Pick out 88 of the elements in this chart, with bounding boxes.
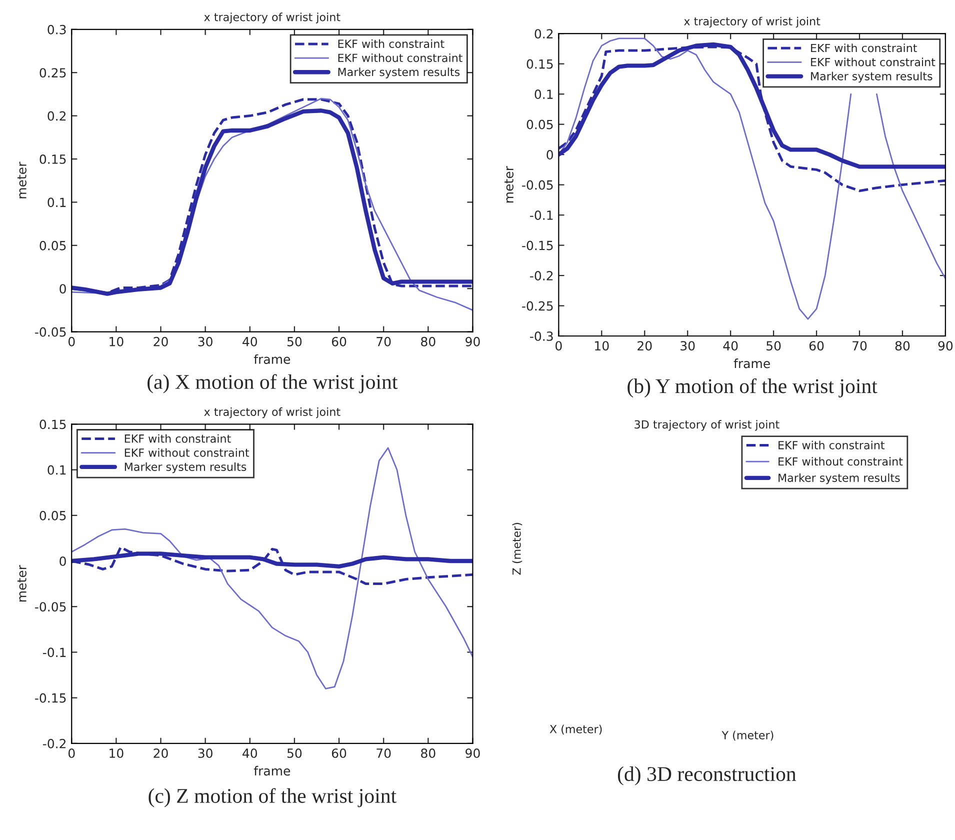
legend-label: EKF with constraint — [778, 440, 885, 450]
y-tick-label: -0.05 — [35, 327, 66, 337]
text: Z (meter) — [512, 522, 522, 575]
x-tick-label: 10 — [110, 748, 124, 758]
y-tick-label: -0.1 — [42, 648, 66, 658]
legend-label: EKF without constraint — [338, 53, 462, 62]
text: (d) 3D reconstruction — [618, 766, 796, 786]
x-tick-label: 50 — [287, 336, 302, 346]
x-tick-label: 30 — [198, 336, 212, 346]
y-tick-label: 0.05 — [40, 510, 66, 520]
x-tick-label: 60 — [332, 748, 346, 758]
y-tick-label: 0.15 — [526, 59, 553, 69]
y-tick-label: -0.25 — [522, 301, 553, 311]
legend-label: EKF without constraint — [124, 448, 250, 457]
x-tick-label: 0 — [68, 336, 75, 346]
x-tick-label: 10 — [595, 341, 609, 351]
legend-label: EKF without constraint — [778, 457, 903, 466]
x-tick-label: 20 — [154, 748, 168, 758]
text: X (meter) — [550, 724, 602, 735]
x-tick-label: 70 — [376, 336, 391, 346]
x-axis-title: frame — [734, 358, 770, 368]
y-axis-title: meter — [504, 166, 514, 202]
x-tick-label: 20 — [154, 336, 168, 346]
x-tick-label: 50 — [766, 341, 781, 351]
x-tick-label: 70 — [376, 748, 391, 758]
text: (a) X motion of the wrist joint — [148, 374, 398, 394]
chart-title: x trajectory of wrist joint — [684, 16, 820, 28]
legend-label: EKF without constraint — [811, 58, 936, 66]
y-tick-label: 0 — [546, 150, 553, 160]
y-tick-label: 0.25 — [40, 68, 66, 78]
x-tick-label: 90 — [938, 341, 953, 351]
y-tick-label: 0.2 — [48, 111, 66, 121]
x-tick-label: 0 — [556, 341, 562, 351]
x-tick-label: 80 — [895, 341, 910, 351]
legend-label: Marker system results — [124, 462, 246, 474]
x-axis-title: frame — [254, 766, 290, 776]
chart-title: x trajectory of wrist joint — [204, 407, 340, 418]
x-tick-label: 0 — [68, 748, 75, 758]
x-tick-label: 70 — [852, 341, 867, 351]
x-tick-label: 50 — [287, 748, 302, 758]
y-tick-label: 0 — [60, 556, 66, 566]
y-tick-label: -0.15 — [35, 693, 66, 703]
y-tick-label: -0.05 — [522, 180, 553, 190]
y-tick-label: 0 — [60, 284, 66, 294]
y-tick-label: 0.1 — [48, 465, 66, 475]
legend-label: EKF with constraint — [124, 434, 231, 443]
y-tick-label: -0.1 — [530, 210, 553, 220]
y-axis-title: meter — [17, 162, 26, 198]
y-tick-label: 0.05 — [40, 240, 66, 250]
y-tick-label: -0.2 — [42, 738, 66, 748]
x-tick-label: 90 — [466, 748, 480, 758]
y-tick-label: 0.15 — [40, 154, 66, 164]
y-tick-label: -0.2 — [530, 270, 553, 280]
x-tick-label: 40 — [242, 336, 258, 346]
text: (b) Y motion of the wrist joint — [628, 378, 878, 398]
x-tick-label: 60 — [332, 336, 346, 346]
y-tick-label: 0.1 — [48, 198, 66, 208]
y-axis-title: meter — [17, 565, 26, 602]
x-tick-label: 80 — [421, 748, 436, 758]
x-tick-label: 20 — [638, 341, 652, 351]
x-tick-label: 80 — [421, 336, 436, 346]
text: Y (meter) — [722, 730, 774, 741]
line-series — [558, 46, 946, 192]
legend-label: Marker system results — [338, 68, 460, 78]
y-tick-label: 0.3 — [48, 24, 66, 34]
x-tick-label: 30 — [198, 748, 212, 758]
legend-label: EKF with constraint — [811, 44, 917, 52]
x-tick-label: 60 — [809, 341, 824, 351]
y-tick-label: 0.05 — [526, 120, 553, 130]
text: 3D trajectory of wrist joint — [634, 420, 780, 431]
line-series — [72, 447, 473, 690]
y-tick-label: -0.05 — [35, 602, 66, 612]
legend-label: Marker system results — [778, 473, 900, 484]
legend-label: Marker system results — [811, 72, 932, 83]
x-tick-label: 30 — [680, 341, 695, 351]
chart-title: x trajectory of wrist joint — [204, 12, 340, 24]
x-tick-label: 90 — [466, 336, 480, 346]
x-tick-label: 40 — [242, 748, 258, 758]
text: (c) Z motion of the wrist joint — [148, 788, 396, 808]
y-tick-label: -0.3 — [530, 331, 553, 341]
x-axis-title: frame — [254, 354, 290, 364]
y-tick-label: 0.15 — [40, 420, 66, 430]
y-tick-label: 0.2 — [534, 29, 553, 39]
y-tick-label: -0.15 — [522, 240, 553, 250]
x-tick-label: 10 — [110, 336, 124, 346]
x-tick-label: 40 — [723, 341, 738, 351]
y-tick-label: 0.1 — [534, 90, 553, 100]
legend-label: EKF with constraint — [338, 39, 444, 48]
